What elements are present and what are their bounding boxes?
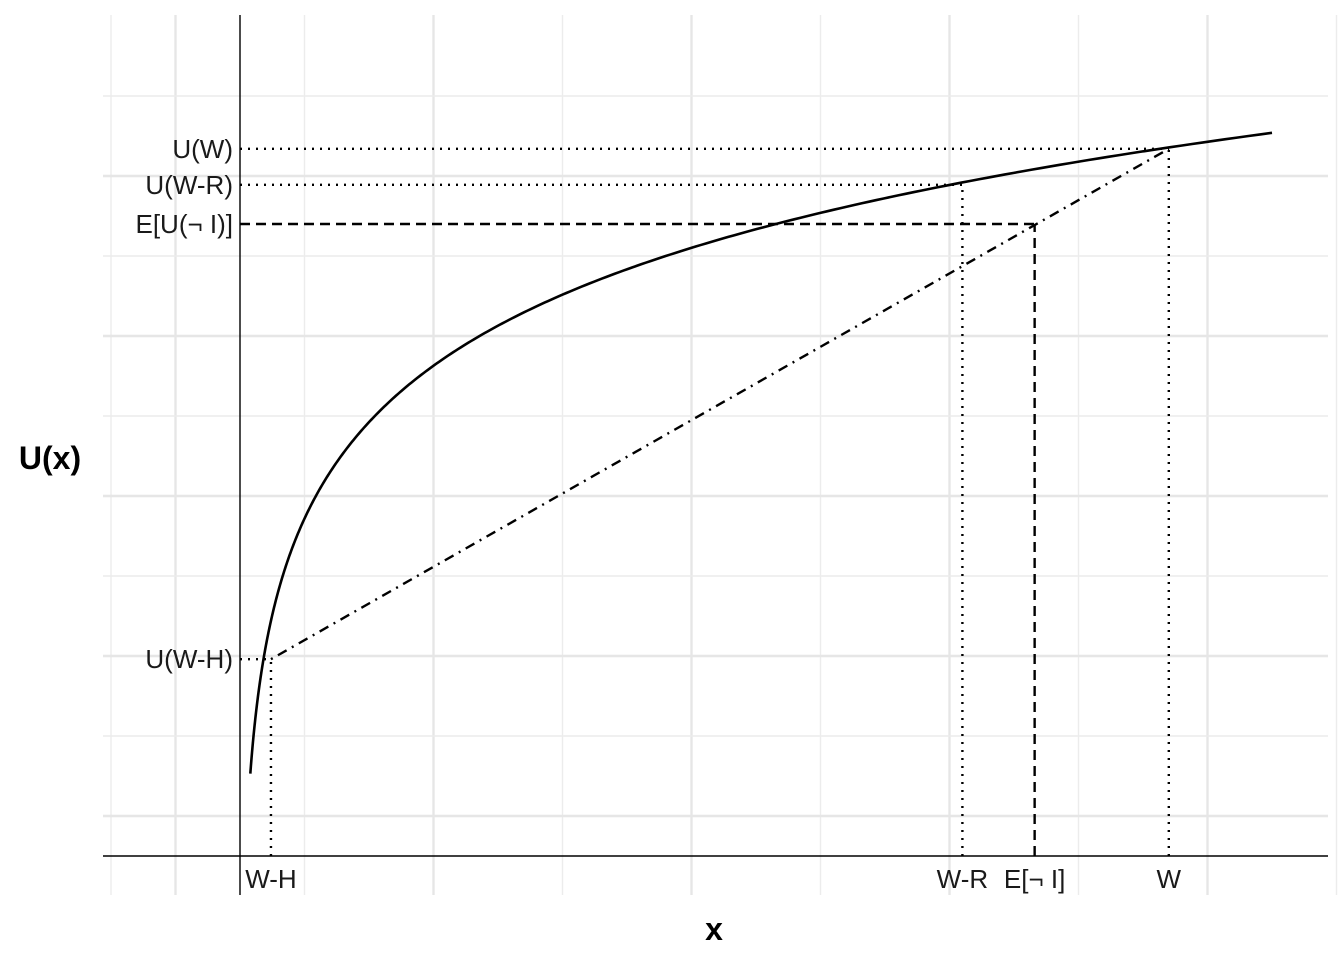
grid bbox=[103, 15, 1338, 895]
y-tick-label: U(W-H) bbox=[145, 644, 233, 674]
y-tick-label: U(W) bbox=[172, 134, 233, 164]
plot-lines bbox=[240, 131, 1273, 856]
y-tick-label: E[U(¬ I)] bbox=[135, 209, 233, 239]
y-axis-title: U(x) bbox=[19, 440, 81, 476]
chord-line bbox=[270, 147, 1170, 661]
axes bbox=[103, 15, 1328, 895]
utility-curve bbox=[249, 131, 1273, 774]
x-tick-label: E[¬ I] bbox=[1004, 864, 1065, 894]
y-tick-label: U(W-R) bbox=[145, 170, 233, 200]
x-axis-title: x bbox=[705, 911, 723, 947]
x-tick-label: W-H bbox=[245, 864, 297, 894]
x-tick-label: W-R bbox=[937, 864, 989, 894]
tick-labels: W-H W-R E[¬ I] W U(W) U(W-R) E[U(¬ I)] U(W-H) bbox=[135, 134, 1181, 894]
x-tick-label: W bbox=[1157, 864, 1182, 894]
